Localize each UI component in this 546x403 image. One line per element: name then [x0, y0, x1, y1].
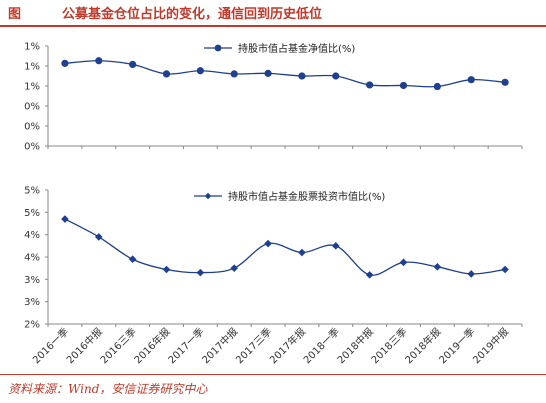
net-value-data-point [366, 81, 374, 89]
net-value-legend-marker [214, 44, 222, 52]
stock-value-data-point [230, 264, 239, 272]
net-value-data-point [95, 57, 103, 65]
x-category-label: 2017三季 [234, 326, 275, 367]
stock-value-y-tick-label: 3% [24, 297, 40, 308]
stock-value-y-tick-label: 5% [24, 186, 40, 197]
x-category-label: 2016三季 [98, 326, 139, 367]
x-category-label: 2018三季 [369, 326, 410, 367]
stock-value-data-point [94, 233, 103, 241]
x-category-label: 2017年报 [267, 325, 308, 366]
stock-value-y-tick-label: 3% [24, 275, 40, 286]
stock-value-data-point [264, 239, 272, 248]
net-value-y-tick-label: 1% [24, 82, 40, 93]
x-category-label: 2017一季 [166, 326, 207, 367]
stock-value-data-point [433, 263, 442, 271]
stock-value-y-tick-label: 4% [24, 230, 40, 241]
stock-value-y-tick-label: 5% [24, 208, 40, 219]
stock-value-data-point [467, 270, 476, 278]
stock-value-legend-marker [204, 192, 212, 200]
stock-value-data-point [162, 265, 171, 274]
net-value-y-tick-label: 0% [24, 102, 40, 113]
net-value-data-point [162, 70, 171, 78]
footer-divider [0, 374, 546, 375]
x-category-label: 2019一季 [437, 326, 478, 367]
stock-value-data-point [501, 265, 509, 274]
net-value-y-tick-label: 0% [24, 122, 40, 133]
net-value-data-point [61, 59, 69, 67]
net-value-data-point [332, 72, 340, 80]
figure-title: 公募基金仓位占比的变化，通信回到历史低位 [62, 7, 323, 22]
x-category-label: 2018中报 [334, 325, 375, 366]
figure-header: 图 公募基金仓位占比的变化，通信回到历史低位 [0, 0, 546, 24]
net-value-data-point [399, 81, 408, 90]
net-value-data-point [264, 69, 272, 77]
stock-value-data-point [196, 268, 205, 277]
stock-value-y-tick-label: 2% [24, 320, 40, 331]
net-value-data-point [467, 76, 475, 84]
header-divider [0, 25, 546, 27]
stock-value-data-point [128, 255, 137, 264]
net-value-data-point [501, 78, 509, 86]
stock-value-data-point [61, 215, 69, 223]
x-category-label: 2016中报 [64, 325, 105, 366]
stock-value-data-point [331, 242, 340, 250]
net-value-y-tick-label: 0% [24, 142, 40, 153]
net-value-data-point [298, 72, 306, 80]
net-value-data-point [129, 60, 137, 69]
x-category-label: 2018年报 [402, 325, 443, 366]
line-charts: 0% 0% 0% 1% 1% 1% 持股市值占基金净值比(%) 2% 3% 3% 4% 4% 5% 5% 持… [24, 42, 523, 367]
figure-label: 图 [8, 7, 22, 22]
x-category-label: 2017中报 [199, 325, 240, 366]
x-category-label: 2016一季 [30, 326, 71, 367]
stock-value-data-point [399, 258, 408, 267]
stock-value-legend-label: 持股市值占基金股票投资市值比(%) [228, 190, 385, 203]
net-value-data-point [196, 67, 204, 75]
x-category-label: 2016年报 [131, 325, 172, 366]
x-category-label: 2018一季 [301, 326, 342, 367]
x-category-label: 2019中报 [470, 325, 511, 366]
net-value-data-point [433, 82, 441, 91]
net-value-y-tick-label: 1% [24, 62, 40, 73]
stock-value-data-point [298, 248, 306, 257]
stock-value-y-tick-label: 4% [24, 253, 40, 264]
stock-value-data-point [365, 271, 374, 279]
net-value-y-tick-label: 1% [24, 42, 40, 53]
net-value-legend-label: 持股市值占基金净值比(%) [238, 42, 355, 55]
source-note: 资料来源：Wind，安信证券研究中心 [8, 382, 208, 396]
net-value-data-point [230, 70, 238, 78]
